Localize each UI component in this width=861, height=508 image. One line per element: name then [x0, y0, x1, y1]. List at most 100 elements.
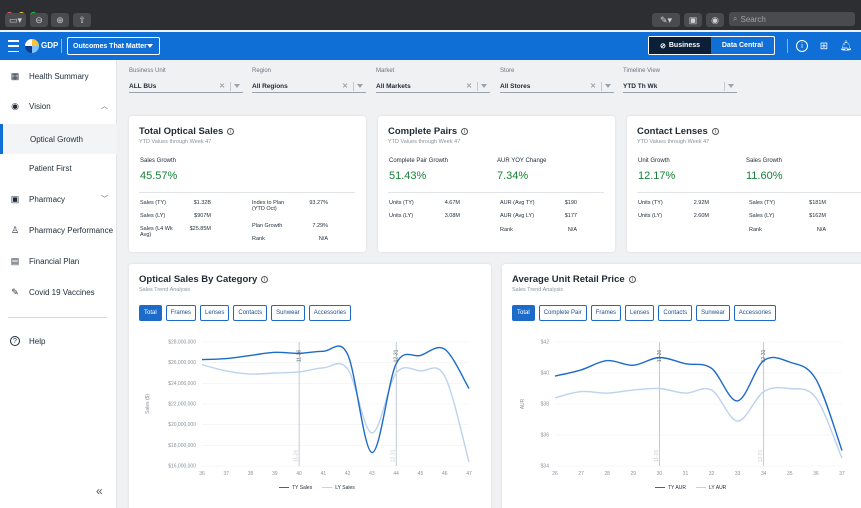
legend-item[interactable]: LY AUR — [695, 485, 726, 491]
card-contact-lenses: Contact Lenses i YTD Values through Week … — [627, 116, 861, 252]
tab-accessories[interactable]: Accessories — [308, 305, 352, 321]
clear-icon[interactable]: ✕ — [466, 83, 472, 90]
legend-item[interactable]: TY AUR — [655, 485, 686, 491]
share-icon[interactable]: ⇧ — [73, 13, 91, 27]
clear-icon[interactable]: ✕ — [590, 83, 596, 90]
info-icon[interactable]: i — [796, 40, 808, 52]
divider — [477, 82, 478, 91]
tab-complete-pair[interactable]: Complete Pair — [538, 305, 587, 321]
filter-business-unit[interactable]: Business Unit ALL BUs ✕ — [129, 68, 243, 93]
chevron-down-icon[interactable] — [234, 84, 240, 88]
sidebar-item-help[interactable]: ? Help — [0, 331, 117, 351]
chevron-down-icon[interactable] — [605, 84, 611, 88]
grid-icon: ▦ — [10, 70, 20, 81]
window-titlebar: ▭▾ ⊖ ⊕ ⇧ ✎▾ ▣ ◉ ⌕ Search — [0, 0, 861, 30]
sidebar-toggle-icon[interactable]: ▭▾ — [5, 13, 26, 27]
chevron-down-icon[interactable] — [357, 84, 363, 88]
search-field[interactable]: ⌕ Search — [729, 12, 855, 26]
y-tick-label: $16,000,000 — [168, 464, 196, 470]
sidebar-item-patient-first[interactable]: Patient First — [29, 163, 72, 173]
chevron-down-icon[interactable] — [481, 84, 487, 88]
x-tick-label: 43 — [369, 471, 375, 477]
business-toggle-button[interactable]: ⊘ Business — [649, 37, 711, 54]
app-header: GDP Outcomes That Matter ⊘ Business Data … — [0, 32, 861, 60]
syringe-icon: ✎ — [11, 286, 19, 297]
series-line-ly-aur — [554, 386, 843, 459]
legend-item[interactable]: TY Sales — [279, 485, 312, 491]
clear-icon[interactable]: ✕ — [342, 83, 348, 90]
view-toggle: ⊘ Business Data Central — [648, 36, 775, 55]
sales-trend-chart: $16,000,000 $18,000,000 $20,000,000 $22,000… — [145, 340, 472, 478]
sidebar-item-vision[interactable]: ◉ Vision ︿ — [11, 100, 108, 111]
zoom-in-icon[interactable]: ⊕ — [51, 13, 69, 27]
account-icon[interactable]: ◉ — [706, 13, 724, 27]
tab-contacts[interactable]: Contacts — [658, 305, 693, 321]
tab-total[interactable]: Total — [139, 305, 162, 321]
filter-market[interactable]: Market All Markets ✕ — [376, 68, 490, 93]
x-tick-label: 29 — [630, 471, 636, 477]
filter-store[interactable]: Store All Stores ✕ — [500, 68, 614, 93]
info-icon[interactable]: i — [711, 128, 719, 135]
divider — [230, 82, 231, 91]
chevron-down-icon — [147, 44, 153, 48]
tab-lenses[interactable]: Lenses — [200, 305, 230, 321]
sidebar-item-health-summary[interactable]: ▦ Health Summary — [10, 70, 89, 81]
menu-icon[interactable] — [8, 40, 19, 52]
tab-sunwear[interactable]: Sunwear — [696, 305, 730, 321]
info-icon[interactable]: i — [461, 128, 469, 135]
clear-icon[interactable]: ✕ — [219, 83, 225, 90]
zoom-out-icon[interactable]: ⊖ — [30, 13, 48, 27]
tab-sunwear[interactable]: Sunwear — [271, 305, 305, 321]
sidebar-divider — [8, 317, 107, 318]
tab-total[interactable]: Total — [512, 305, 535, 321]
tab-accessories[interactable]: Accessories — [733, 305, 777, 321]
event-marker-label: 11-26 — [294, 450, 300, 463]
event-marker-label: 12-31 — [391, 449, 397, 462]
chevron-down-icon[interactable] — [728, 84, 734, 88]
pharmacy-icon: ▣ — [10, 193, 20, 204]
event-marker-label: 11-26 — [297, 350, 303, 363]
sidebar-item-optical-growth[interactable]: Optical Growth — [0, 124, 117, 154]
sidebar-item-financial-plan[interactable]: ▤ Financial Plan — [10, 255, 80, 266]
data-central-toggle-button[interactable]: Data Central — [721, 42, 764, 49]
tab-contacts[interactable]: Contacts — [233, 305, 268, 321]
bell-icon[interactable]: 🔔︎ — [839, 40, 853, 52]
chevron-down-icon: ﹀ — [101, 196, 108, 203]
legend-item[interactable]: LY Sales — [322, 485, 355, 491]
x-tick-label: 35 — [787, 471, 793, 477]
info-icon[interactable]: i — [227, 128, 235, 135]
x-tick-label: 40 — [296, 471, 302, 477]
card-optical-sales-by-category: Optical Sales By Category i Sales Trend A… — [129, 264, 491, 508]
tab-lenses[interactable]: Lenses — [625, 305, 655, 321]
sidebar-item-pharmacy-performance[interactable]: ♙ Pharmacy Performance — [10, 224, 114, 235]
filter-bar: Business Unit ALL BUs ✕ Region All Regions ✕… — [118, 60, 861, 104]
check-circle-icon: ⊘ — [660, 42, 666, 50]
divider — [388, 192, 604, 193]
info-icon[interactable]: i — [628, 276, 636, 283]
x-tick-label: 45 — [418, 471, 424, 477]
search-icon: ⌕ — [733, 14, 738, 23]
card-complete-pairs: Complete Pairs i YTD Values through Week … — [378, 116, 615, 252]
tab-frames[interactable]: Frames — [590, 305, 622, 321]
category-tabs: Total Complete Pair Frames Lenses Contac… — [512, 305, 777, 321]
x-tick-label: 42 — [345, 471, 351, 477]
y-tick-label: $42 — [541, 340, 550, 346]
x-tick-label: 37 — [839, 471, 845, 477]
sidebar-item-covid-vaccines[interactable]: ✎ Covid 19 Vaccines — [11, 286, 95, 297]
tab-frames[interactable]: Frames — [165, 305, 197, 321]
apps-grid-icon[interactable]: ⊞ — [819, 40, 829, 52]
x-tick-label: 32 — [709, 471, 715, 477]
collapse-sidebar-icon[interactable]: « — [96, 484, 103, 498]
dashboard-select[interactable]: Outcomes That Matter — [67, 37, 160, 55]
filter-timeline-view[interactable]: Timeline View YTD Th Wk — [623, 68, 737, 93]
x-tick-label: 41 — [321, 471, 327, 477]
filter-region[interactable]: Region All Regions ✕ — [252, 68, 366, 93]
y-tick-label: $28,000,000 — [168, 340, 196, 346]
x-tick-label: 36 — [813, 471, 819, 477]
sidebar-item-pharmacy[interactable]: ▣ Pharmacy ﹀ — [10, 193, 108, 204]
pen-icon[interactable]: ✎▾ — [652, 13, 680, 27]
info-icon[interactable]: i — [261, 276, 269, 283]
lock-icon[interactable]: ▣ — [684, 13, 702, 27]
y-tick-label: $18,000,000 — [168, 443, 196, 449]
app-name: GDP — [41, 41, 59, 50]
